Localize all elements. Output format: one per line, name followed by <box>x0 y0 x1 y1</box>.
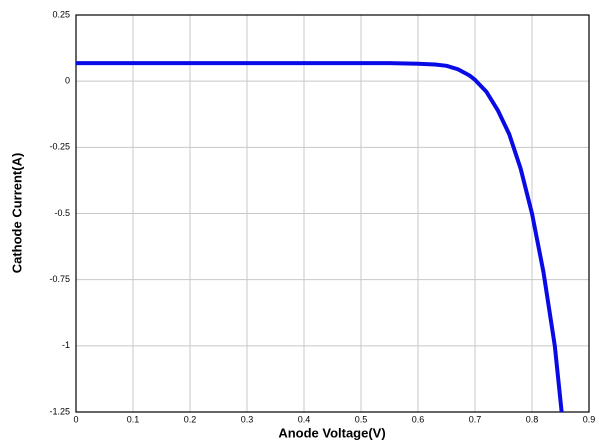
x-tick-label: 0.8 <box>526 414 539 424</box>
y-tick-label: 0 <box>65 76 70 86</box>
x-tick-label: 0.7 <box>469 414 482 424</box>
y-tick-label: -1.25 <box>49 406 70 416</box>
x-tick-label: 0.3 <box>241 414 254 424</box>
y-tick-label: -0.75 <box>49 274 70 284</box>
x-tick-label: 0.2 <box>184 414 197 424</box>
x-tick-label: 0.4 <box>298 414 311 424</box>
x-axis-title: Anode Voltage(V) <box>278 425 385 440</box>
y-tick-label: -1 <box>62 340 70 350</box>
y-tick-label: -0.5 <box>54 208 70 218</box>
x-tick-label: 0.9 <box>583 414 596 424</box>
x-tick-label: 0 <box>73 414 78 424</box>
y-axis-title: Cathode Current(A) <box>9 153 24 274</box>
x-tick-label: 0.6 <box>412 414 425 424</box>
y-tick-label: -0.25 <box>49 142 70 152</box>
y-tick-label: 0.25 <box>52 9 70 19</box>
plot-frame <box>75 14 590 413</box>
x-tick-label: 0.1 <box>127 414 140 424</box>
x-tick-label: 0.5 <box>355 414 368 424</box>
data-line <box>76 61 564 413</box>
